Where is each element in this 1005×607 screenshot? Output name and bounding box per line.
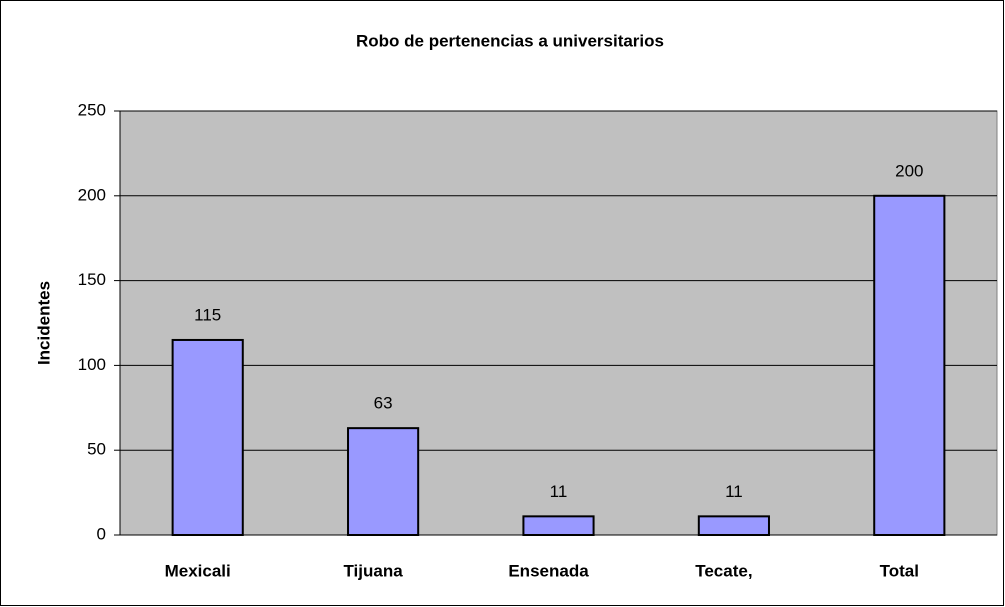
data-label: 11: [550, 482, 568, 501]
y-tick-label: 50: [87, 440, 106, 459]
x-tick-label: Tijuana: [343, 561, 403, 580]
data-label: 63: [374, 394, 393, 413]
bar: [697, 515, 770, 536]
y-axis-title: Incidentes: [34, 281, 53, 365]
y-tick-label: 0: [97, 524, 106, 543]
y-tick-label: 150: [78, 270, 106, 289]
x-tick-label: Ensenada: [508, 561, 589, 580]
bar: [522, 515, 595, 536]
bar: [171, 338, 244, 536]
data-label: 200: [895, 161, 923, 180]
x-tick-label: Total: [880, 561, 919, 580]
y-tick-label: 250: [78, 100, 106, 119]
chart-title: Robo de pertenencias a universitarios: [356, 31, 664, 50]
x-tick-label: Tecate,: [695, 561, 752, 580]
x-tick-label: Mexicali: [165, 561, 231, 580]
data-label: 115: [194, 305, 221, 324]
y-tick-label: 200: [78, 185, 106, 204]
data-label: 11: [725, 482, 743, 501]
y-tick-label: 100: [78, 355, 106, 374]
bar: [873, 194, 946, 537]
bar: [347, 427, 420, 537]
plot-area: [119, 110, 998, 536]
